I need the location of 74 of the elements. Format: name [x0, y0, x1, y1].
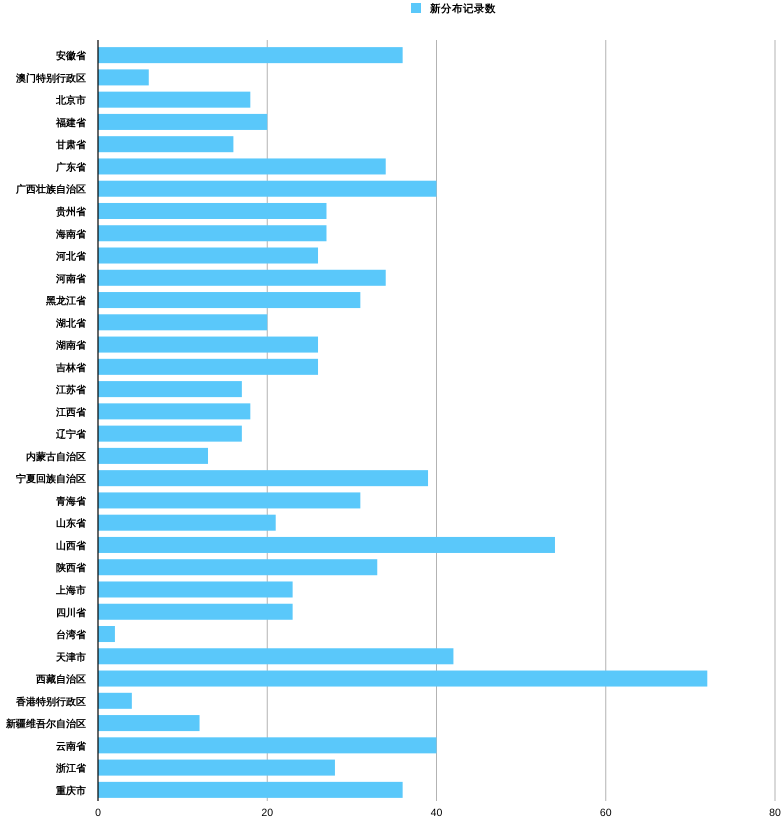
bar	[98, 47, 403, 64]
bar	[98, 559, 378, 576]
bar	[98, 292, 360, 308]
bar	[98, 92, 250, 108]
y-tick-label: 新疆维吾尔自治区	[5, 718, 86, 730]
y-tick-label: 山东省	[56, 518, 87, 530]
y-tick-label: 江苏省	[55, 384, 87, 396]
bar	[98, 492, 360, 508]
y-tick-label: 黑龙江省	[45, 295, 87, 308]
y-tick-label: 云南省	[56, 740, 87, 752]
x-tick-label: 60	[600, 807, 612, 819]
y-tick-label: 安徽省	[56, 50, 87, 62]
x-tick-label: 40	[430, 807, 442, 819]
bar	[98, 336, 318, 353]
y-tick-label: 福建省	[55, 116, 87, 129]
y-tick-label: 河南省	[55, 272, 87, 285]
bar	[98, 626, 115, 642]
bar	[98, 358, 318, 375]
bar	[98, 760, 335, 776]
bar	[98, 737, 436, 754]
y-tick-label: 青海省	[55, 495, 87, 508]
bar	[98, 470, 428, 486]
y-tick-label: 北京市	[55, 94, 86, 107]
bar	[98, 180, 436, 197]
y-tick-label: 澳门特别行政区	[15, 72, 86, 84]
bar	[98, 403, 250, 420]
bar	[98, 782, 403, 798]
y-tick-label: 上海市	[55, 584, 86, 596]
bar	[98, 136, 234, 152]
y-tick-label: 辽宁省	[55, 428, 87, 441]
x-tick-label: 20	[261, 807, 274, 819]
bar	[98, 248, 318, 264]
y-tick-label: 台湾省	[56, 629, 87, 642]
bar	[98, 426, 242, 442]
bar	[98, 69, 149, 86]
bar	[98, 648, 454, 664]
y-tick-label: 山西省	[56, 540, 87, 552]
y-tick-label: 内蒙古自治区	[26, 450, 86, 463]
bar	[98, 581, 293, 598]
bar	[98, 670, 708, 687]
y-tick-label: 天津市	[55, 651, 86, 664]
y-tick-label: 湖南省	[55, 340, 87, 352]
bar	[98, 715, 200, 732]
y-tick-label: 甘肃省	[55, 139, 87, 152]
bar	[98, 448, 208, 464]
y-tick-label: 湖北省	[55, 317, 87, 330]
bar	[98, 270, 386, 286]
x-tick-label: 80	[769, 807, 781, 819]
y-tick-label: 吉林省	[55, 362, 87, 374]
y-tick-label: 海南省	[55, 228, 87, 240]
y-tick-label: 香港特别行政区	[15, 696, 86, 708]
legend-label: 新分布记录数	[429, 2, 497, 15]
bar	[98, 514, 276, 531]
y-tick-label: 广西壮族自治区	[15, 184, 86, 196]
bar	[98, 202, 326, 219]
y-tick-label: 西藏自治区	[35, 674, 86, 686]
bar	[98, 225, 326, 242]
x-tick-label: 0	[95, 807, 102, 819]
y-tick-label: 贵州省	[55, 206, 87, 218]
bar	[98, 604, 293, 620]
bar	[98, 692, 132, 709]
bar	[98, 314, 268, 330]
y-tick-label: 广东省	[55, 161, 87, 174]
bar	[98, 158, 386, 174]
y-tick-label: 四川省	[56, 606, 87, 619]
bar	[98, 114, 268, 130]
y-tick-label: 浙江省	[55, 762, 87, 775]
bar	[98, 536, 555, 553]
bar	[98, 381, 242, 398]
y-tick-label: 重庆市	[55, 784, 86, 797]
y-tick-label: 陕西省	[56, 562, 87, 574]
y-tick-label: 宁夏回族自治区	[16, 473, 86, 486]
y-tick-label: 江西省	[55, 406, 87, 418]
y-tick-label: 河北省	[55, 250, 87, 263]
